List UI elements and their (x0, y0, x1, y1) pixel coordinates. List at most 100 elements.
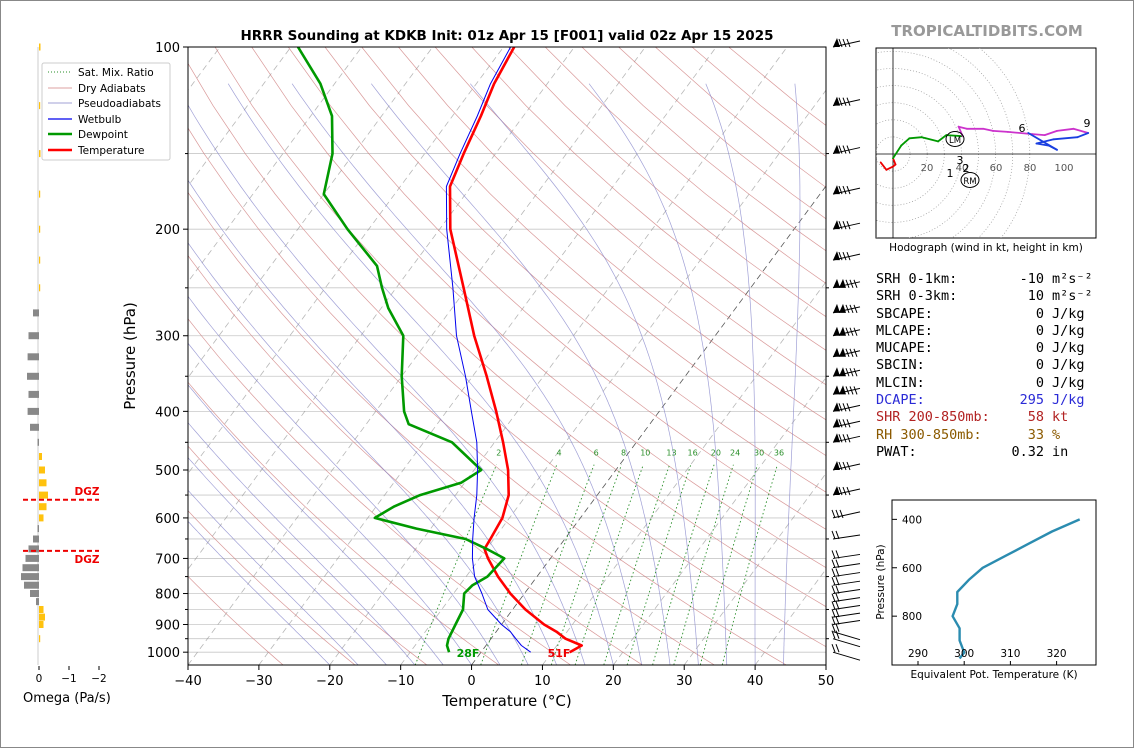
param-row: DCAPE: 295 J/kg (876, 392, 1116, 409)
wind-barb-flag (833, 251, 840, 261)
omega-bar (39, 635, 41, 643)
omega-bar (33, 535, 39, 543)
y-tick-label: 500 (155, 464, 180, 479)
param-value: 33 (1027, 426, 1044, 443)
pseudoadiabat (705, 83, 756, 665)
param-label: PWAT: (876, 443, 917, 460)
hodo-segment (900, 137, 911, 147)
x-tick-label: 0 (467, 674, 475, 689)
wind-barb-feather (838, 38, 843, 48)
omega-bar (36, 598, 39, 606)
wind-barb-feather (835, 644, 840, 653)
hodo-height-2: 2 (963, 162, 970, 175)
mixing-ratio-label: 30 (754, 448, 764, 457)
param-row: MUCAPE: 0 J/kg (876, 340, 1116, 357)
omega-bar (39, 150, 41, 158)
wind-barb-feather (831, 585, 836, 594)
hodo-segment (1052, 136, 1079, 141)
param-unit: in (1052, 443, 1069, 460)
omega-bar (28, 332, 39, 340)
x-tick-label: 10 (534, 674, 551, 689)
wind-barb-feather (835, 509, 840, 519)
wind-barb-feather (846, 38, 851, 48)
mixing-ratio-label: 36 (774, 448, 784, 457)
isotherm-line (188, 47, 363, 283)
wind-barb-feather (846, 251, 851, 261)
wind-barb-flag (833, 278, 840, 288)
omega-bar (21, 573, 39, 581)
wind-barb-feather (831, 608, 836, 618)
wind-barb-flag (839, 303, 846, 313)
omega-bar (39, 284, 41, 292)
omega-bar (39, 102, 41, 110)
omega-bar (30, 423, 39, 431)
param-unit: J/kg (1052, 392, 1085, 409)
wind-barb (832, 631, 861, 641)
omega-bar (22, 564, 39, 572)
dry-adiabat (188, 62, 826, 648)
wind-barb-feather (838, 145, 843, 154)
wind-barb-feather (849, 386, 854, 395)
wind-barb-flag (833, 385, 840, 395)
param-row: RH 300-850mb: 33% (876, 427, 1116, 444)
theta-e-line (951, 518, 1081, 660)
wind-barb-feather (831, 623, 836, 632)
dry-adiabat (188, 510, 356, 665)
legend-pseudo: Pseudoadiabats (78, 98, 161, 110)
x-tick-label: 30 (676, 674, 693, 689)
mixing-ratio-label: 16 (688, 448, 698, 457)
pseudoadiabat (188, 295, 501, 665)
wind-barb-feather (842, 251, 847, 261)
hodo-segment (1076, 132, 1090, 139)
wind-barb-feather (831, 568, 836, 577)
dry-adiabat (251, 47, 826, 569)
wind-barb (832, 589, 861, 595)
hodo-segment (1043, 129, 1058, 137)
omega-tick-0: 0 (36, 673, 43, 685)
wind-barb-feather (838, 221, 843, 230)
isotherm-line (188, 47, 504, 475)
wind-barb-feather (853, 304, 858, 314)
wind-barb-feather (842, 38, 847, 48)
mixing-ratio-label: 24 (730, 448, 740, 457)
wind-barb-feather (838, 434, 843, 443)
wind-barb (832, 612, 861, 618)
wind-barb-feather (838, 251, 843, 261)
dgz-label-bottom: DGZ (75, 554, 100, 566)
pseudoadiabat (188, 342, 472, 665)
wind-barb (832, 619, 861, 625)
wind-barb-feather (835, 601, 840, 610)
dry-adiabat (188, 255, 643, 665)
theta-y-tick-label: 800 (902, 611, 922, 623)
omega-bar (39, 190, 41, 198)
wind-barb-feather (835, 550, 840, 559)
theta-y-tick-label: 600 (902, 563, 922, 575)
hodo-segment (1056, 127, 1075, 132)
legend-wetbulb: Wetbulb (78, 114, 122, 126)
hodo-rm-label: RM (963, 177, 976, 187)
omega-bar (37, 438, 39, 446)
wind-barb-feather (849, 368, 854, 377)
omega-bar (37, 525, 39, 533)
wind-barb-feather (849, 304, 854, 314)
omega-bar (39, 466, 45, 474)
omega-bar (39, 43, 41, 51)
theta-y-tick-label: 400 (902, 514, 922, 526)
wind-barb (832, 604, 861, 610)
wind-barb (832, 563, 861, 569)
wind-barb-flag (833, 402, 840, 412)
wind-barb-feather (835, 559, 840, 568)
wind-barb-feather (845, 304, 850, 314)
param-label: SRH 0-1km: (876, 271, 958, 287)
wind-barb (832, 597, 861, 603)
param-row: SRH 0-1km: -10 m²s⁻² (876, 271, 1116, 288)
mixing-ratio-line (652, 464, 715, 665)
wind-barb-flag (833, 96, 840, 106)
wind-barb-feather (853, 386, 858, 395)
y-tick-label: 900 (155, 618, 180, 633)
param-value: 295 (1019, 392, 1044, 409)
wind-barb-feather (849, 348, 854, 357)
isotherm-line (542, 281, 826, 665)
param-row: MLCAPE: 0 J/kg (876, 323, 1116, 340)
